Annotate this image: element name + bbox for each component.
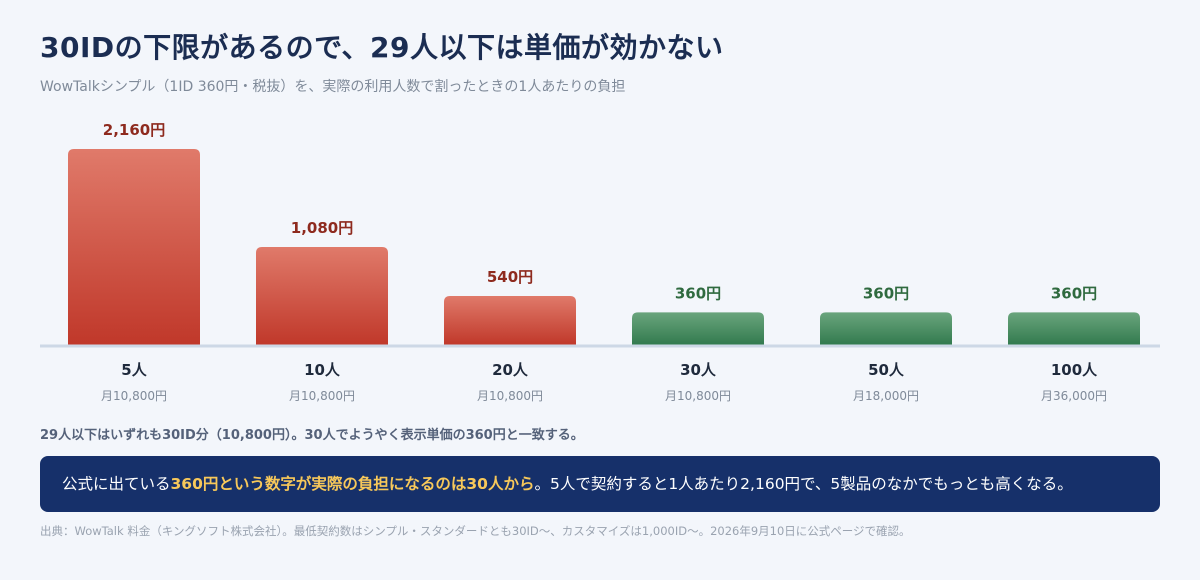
bar-value-label: 2,160円	[103, 121, 165, 139]
bar-1	[68, 149, 200, 345]
callout-highlight: 360円という数字が実際の負担になるのは30人から	[170, 475, 535, 493]
bar-2	[256, 247, 388, 345]
callout-tail: 。5人で契約すると1人あたり2,160円で、5製品のなかでもっとも高くなる。	[534, 475, 1073, 493]
callout-lead: 公式に出ている	[62, 475, 171, 493]
bar-3	[444, 296, 576, 345]
page-title: 30IDの下限があるので、29人以下は単価が効かない	[40, 31, 724, 64]
source-citation: 出典：WowTalk 料金（キングソフト株式会社）。最低契約数はシンプル・スタン…	[40, 524, 911, 538]
key-takeaway-callout: 公式に出ている360円という数字が実際の負担になるのは30人から。5人で契約する…	[40, 456, 1160, 512]
category-label: 100人	[1051, 361, 1098, 379]
bar-value-label: 540円	[487, 268, 533, 286]
monthly-total-label: 月10,800円	[289, 389, 355, 403]
category-label: 20人	[492, 361, 529, 379]
category-label: 10人	[304, 361, 341, 379]
monthly-total-label: 月10,800円	[101, 389, 167, 403]
bar-value-label: 360円	[1051, 284, 1097, 302]
monthly-total-label: 月18,000円	[853, 389, 919, 403]
monthly-total-label: 月36,000円	[1041, 389, 1107, 403]
bar-value-label: 360円	[863, 284, 909, 302]
bar-value-label: 1,080円	[291, 219, 353, 237]
monthly-total-label: 月10,800円	[477, 389, 543, 403]
category-label: 5人	[121, 361, 147, 379]
monthly-total-label: 月10,800円	[665, 389, 731, 403]
page-subtitle: WowTalkシンプル（1ID 360円・税抜）を、実際の利用人数で割ったときの…	[40, 79, 626, 95]
bar-5	[820, 312, 952, 345]
chart-note: 29人以下はいずれも30ID分（10,800円）。30人でようやく表示単価の36…	[40, 428, 584, 443]
category-label: 30人	[680, 361, 717, 379]
category-label: 50人	[868, 361, 905, 379]
bar-value-label: 360円	[675, 284, 721, 302]
bar-6	[1008, 312, 1140, 345]
bar-4	[632, 312, 764, 345]
